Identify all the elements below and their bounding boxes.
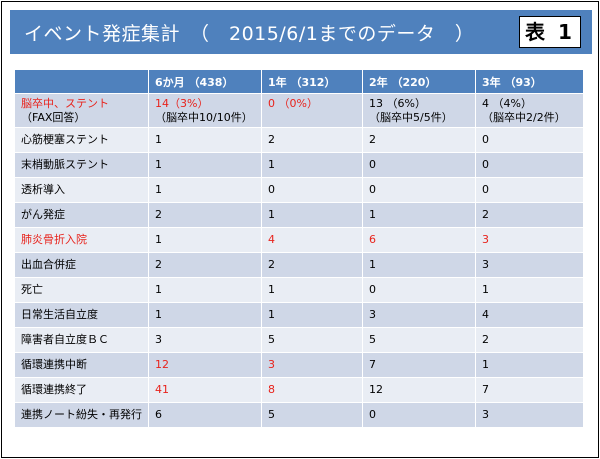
cell-value: 0 （0%） [268,97,318,110]
table-row: 循環連携中断 12 3 7 1 [14,352,584,378]
table-cell: 1 [362,252,476,278]
row-label: 日常生活自立度 [14,302,149,328]
table-row: 連携ノート紛失・再発行 6 5 0 3 [14,402,584,428]
table-cell: 0 [261,177,363,203]
row-label: 循環連携中断 [14,352,149,378]
table-number-badge: 表 1 [519,16,581,48]
table-row: 透析導入 1 0 0 0 [14,177,584,203]
table-cell: 7 [362,352,476,378]
table-row: 死亡 1 1 0 1 [14,277,584,303]
event-table: 6か月 （438） 1年 （312） 2年 （220） 3年 （93） 脳卒中、… [14,69,584,428]
table-cell: 2 [261,252,363,278]
table-cell: 1 [261,277,363,303]
table-cell: 5 [261,402,363,428]
table-cell: 13 （6%） （脳卒中5/5件） [362,93,476,128]
table-cell: 4 （4%） （脳卒中2/2件） [475,93,584,128]
header-cell-3years: 3年 （93） [475,69,584,94]
table-cell: 1 [148,277,262,303]
table-cell: 4 [475,302,584,328]
table-cell: 4 [261,227,363,253]
table-cell: 0 [362,152,476,178]
table-row: 末梢動脈ステント 1 1 0 0 [14,152,584,178]
table-row: 障害者自立度ＢＣ 3 5 5 2 [14,327,584,353]
table-cell: 1 [261,152,363,178]
table-cell: 12 [362,377,476,403]
row-label: 心筋梗塞ステント [14,127,149,153]
row-label: 連携ノート紛失・再発行 [14,402,149,428]
table-cell: 6 [362,227,476,253]
row-label: 出血合併症 [14,252,149,278]
table-cell: 1 [148,227,262,253]
table-cell: 41 [148,377,262,403]
table-cell: 1 [148,152,262,178]
table-cell: 1 [148,177,262,203]
table-cell: 1 [261,202,363,228]
table-cell: 5 [261,327,363,353]
row-label-sub: （FAX回答） [21,111,86,124]
table-cell: 6 [148,402,262,428]
table-cell: 0 [362,402,476,428]
table-cell: 2 [362,127,476,153]
table-cell: 0 [475,127,584,153]
row-label: 障害者自立度ＢＣ [14,327,149,353]
table-cell: 1 [148,127,262,153]
table-cell: 1 [362,202,476,228]
table-cell: 3 [475,227,584,253]
table-cell: 2 [475,327,584,353]
cell-sub: （脳卒中10/10件） [155,111,253,124]
row-label: 肺炎骨折入院 [14,227,149,253]
table-cell: 2 [475,202,584,228]
table-row: がん発症 2 1 1 2 [14,202,584,228]
table-cell: 3 [261,352,363,378]
title-bar: イベント発症集計 （ 2015/6/1までのデータ ） [10,10,592,54]
table-cell: 0 [362,277,476,303]
table-cell: 0 [475,177,584,203]
row-label: がん発症 [14,202,149,228]
table-cell: 2 [148,252,262,278]
table-cell: 3 [362,302,476,328]
table-cell: 1 [475,352,584,378]
table-cell: 0 [362,177,476,203]
table-cell: 2 [148,202,262,228]
header-cell-6months: 6か月 （438） [148,69,262,94]
table-cell: 3 [475,402,584,428]
cell-value: 13 （6%） [369,97,426,110]
slide-title: イベント発症集計 （ 2015/6/1までのデータ ） [24,23,475,45]
table-cell: 1 [475,277,584,303]
table-cell: 0 [475,152,584,178]
cell-sub: （脳卒中5/5件） [369,111,453,124]
table-cell: 12 [148,352,262,378]
table-row: 出血合併症 2 2 1 3 [14,252,584,278]
table-cell: 1 [148,302,262,328]
table-cell: 14（3%） （脳卒中10/10件） [148,93,262,128]
row-label: 循環連携終了 [14,377,149,403]
row-label: 死亡 [14,277,149,303]
table-row: 肺炎骨折入院 1 4 6 3 [14,227,584,253]
table-header-row: 6か月 （438） 1年 （312） 2年 （220） 3年 （93） [14,69,584,94]
row-label: 脳卒中、ステント （FAX回答） [14,93,149,128]
table-cell: 2 [261,127,363,153]
cell-value: 14（3%） [155,97,209,110]
table-cell: 3 [475,252,584,278]
table-cell: 1 [261,302,363,328]
row-label-text: 脳卒中、ステント [21,97,109,110]
table-cell: 0 （0%） [261,93,363,128]
table-row: 心筋梗塞ステント 1 2 2 0 [14,127,584,153]
cell-value: 4 （4%） [482,97,532,110]
row-label: 末梢動脈ステント [14,152,149,178]
table-cell: 7 [475,377,584,403]
table-cell: 3 [148,327,262,353]
table-row: 日常生活自立度 1 1 3 4 [14,302,584,328]
table-cell: 5 [362,327,476,353]
table-cell: 8 [261,377,363,403]
header-cell-1year: 1年 （312） [261,69,363,94]
cell-sub: （脳卒中2/2件） [482,111,566,124]
row-label: 透析導入 [14,177,149,203]
table-row: 循環連携終了 41 8 12 7 [14,377,584,403]
header-cell-label [14,69,149,94]
header-cell-2years: 2年 （220） [362,69,476,94]
table-row: 脳卒中、ステント （FAX回答） 14（3%） （脳卒中10/10件） 0 （0… [14,93,584,128]
